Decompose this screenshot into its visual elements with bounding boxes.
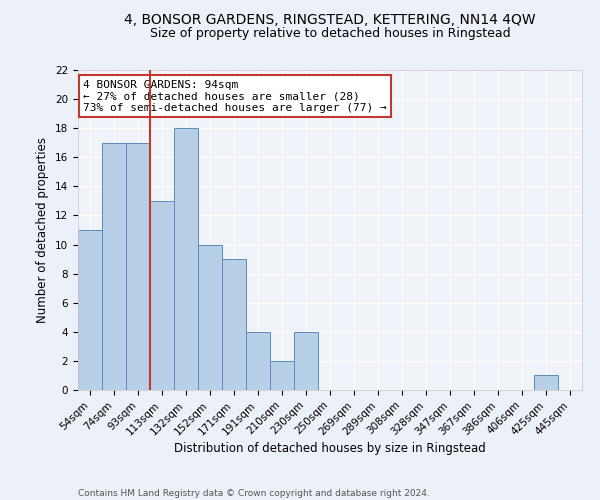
Bar: [222, 259, 246, 390]
Bar: [150, 201, 174, 390]
Text: Size of property relative to detached houses in Ringstead: Size of property relative to detached ho…: [149, 28, 511, 40]
Bar: [294, 332, 318, 390]
X-axis label: Distribution of detached houses by size in Ringstead: Distribution of detached houses by size …: [174, 442, 486, 455]
Bar: [246, 332, 270, 390]
Text: Contains HM Land Registry data © Crown copyright and database right 2024.: Contains HM Land Registry data © Crown c…: [78, 488, 430, 498]
Bar: [102, 142, 126, 390]
Text: 4 BONSOR GARDENS: 94sqm
← 27% of detached houses are smaller (28)
73% of semi-de: 4 BONSOR GARDENS: 94sqm ← 27% of detache…: [83, 80, 387, 113]
Y-axis label: Number of detached properties: Number of detached properties: [37, 137, 49, 323]
Bar: [78, 230, 102, 390]
Bar: [126, 142, 150, 390]
Bar: [174, 128, 198, 390]
Text: 4, BONSOR GARDENS, RINGSTEAD, KETTERING, NN14 4QW: 4, BONSOR GARDENS, RINGSTEAD, KETTERING,…: [124, 12, 536, 26]
Bar: [534, 376, 558, 390]
Bar: [198, 244, 222, 390]
Bar: [270, 361, 294, 390]
